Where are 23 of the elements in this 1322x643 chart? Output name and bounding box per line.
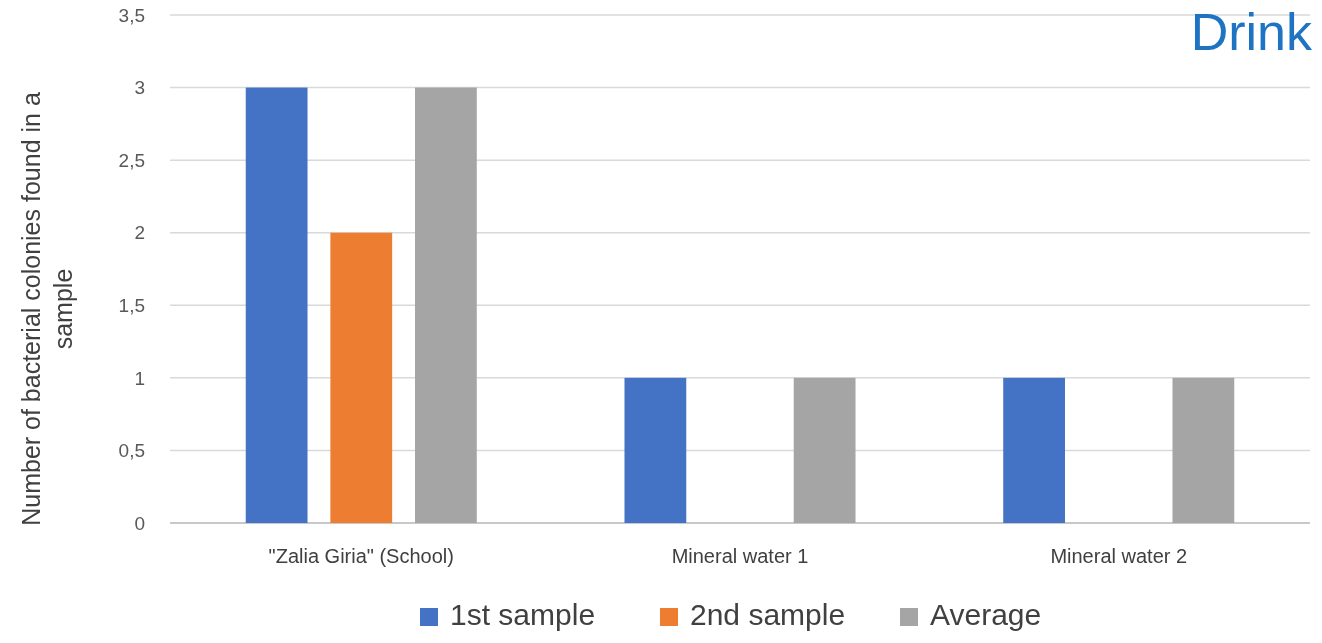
y-tick-label: 3 — [134, 77, 145, 99]
annotation: Drink — [1190, 3, 1313, 61]
y-tick-label: 2,5 — [118, 149, 145, 171]
y-tick-label: 1,5 — [118, 294, 145, 316]
y-tick-label: 2 — [134, 222, 145, 244]
y-tick-label: 0 — [134, 512, 145, 534]
bar — [624, 377, 687, 523]
x-tick-label: Mineral water 1 — [671, 545, 809, 567]
y-tick-label: 1 — [134, 367, 145, 389]
bar — [1003, 377, 1065, 523]
bar — [415, 87, 477, 523]
legend-label: Average — [930, 598, 1042, 631]
y-tick-label: 3,5 — [118, 4, 145, 26]
y-tick-label: 0,5 — [118, 440, 145, 462]
legend-label: 1st sample — [450, 598, 596, 631]
y-axis-title: Number of bacterial colonies found in a sample — [17, 92, 77, 526]
bar — [793, 377, 856, 523]
bar — [245, 87, 308, 523]
bar — [330, 232, 393, 523]
x-tick-label: "Zalia Giria" (School) — [268, 545, 454, 567]
legend-label: 2nd sample — [690, 598, 846, 631]
x-tick-label: Mineral water 2 — [1050, 545, 1188, 567]
bar — [1172, 377, 1235, 523]
